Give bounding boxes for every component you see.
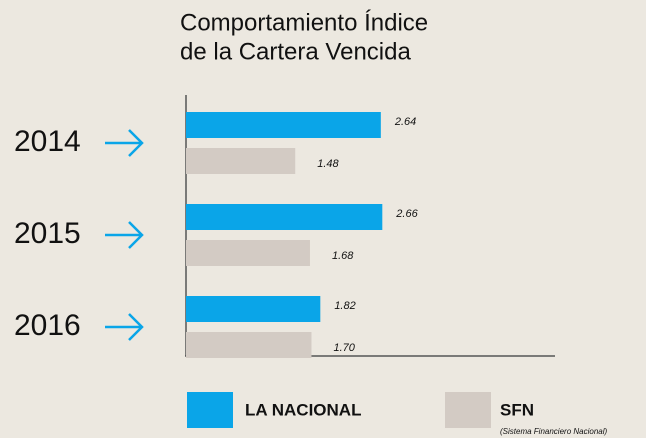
data-label: 1.68: [332, 250, 354, 262]
data-label: 2.66: [395, 208, 418, 220]
legend-label: SFN: [500, 400, 534, 419]
bar: [186, 332, 312, 358]
legend-swatch: [187, 392, 233, 428]
legend-label: LA NACIONAL: [245, 400, 361, 419]
category-label: 2014: [14, 125, 81, 158]
data-label: 1.82: [334, 300, 355, 312]
legend-swatch: [445, 392, 491, 428]
category-label: 2015: [14, 217, 81, 250]
bar: [186, 240, 310, 266]
data-label: 1.48: [317, 158, 339, 170]
data-label: 1.70: [333, 342, 355, 354]
category-label: 2016: [14, 309, 81, 342]
chart-title: Comportamiento Índice: [180, 9, 428, 36]
chart-title: de la Cartera Vencida: [180, 38, 411, 65]
bar: [186, 112, 381, 138]
arrow: [105, 313, 144, 341]
bar: [186, 296, 321, 322]
bar: [186, 204, 383, 230]
legend-note: (Sistema Financiero Nacional): [500, 427, 607, 436]
arrow: [105, 221, 144, 249]
data-label: 2.64: [394, 116, 416, 128]
arrow: [105, 129, 144, 157]
bar: [186, 148, 296, 174]
